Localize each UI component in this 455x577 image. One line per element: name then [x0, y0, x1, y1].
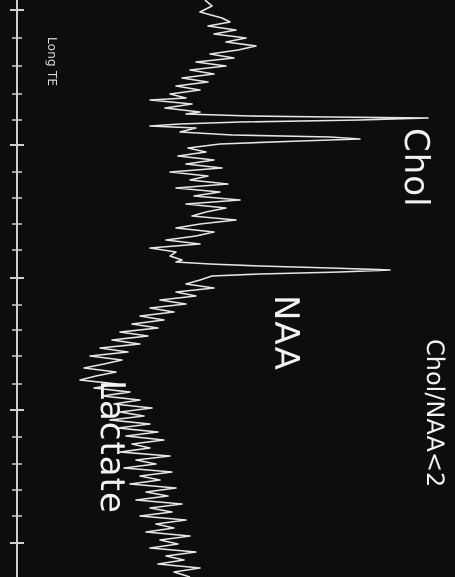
sequence-label: Long TE	[45, 37, 59, 87]
axis-ticks	[10, 9, 24, 544]
peak-label-lactate: Lactate	[92, 380, 132, 514]
peak-label-chol: Chol	[396, 128, 436, 208]
axis-minor-ticks	[12, 37, 22, 517]
ratio-label: Chol/NAA<2	[421, 339, 449, 488]
peak-label-naa: NAA	[266, 295, 306, 371]
spectrum-trace	[79, 0, 429, 577]
